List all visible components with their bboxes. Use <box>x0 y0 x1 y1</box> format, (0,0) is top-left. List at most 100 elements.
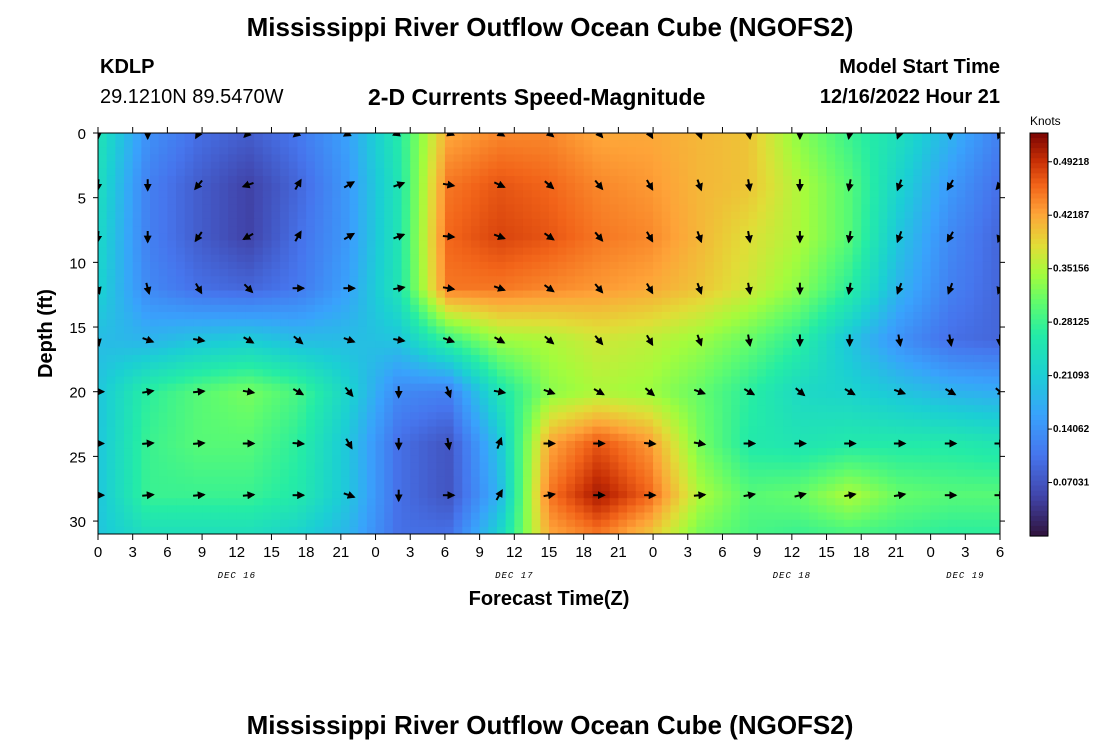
heatmap-cell <box>332 168 342 177</box>
heatmap-cell <box>271 197 281 206</box>
heatmap-cell <box>601 376 611 385</box>
heatmap-cell <box>791 197 802 206</box>
heatmap-cell <box>228 347 238 356</box>
heatmap-cell <box>202 297 212 306</box>
heatmap-cell <box>930 369 940 378</box>
heatmap-cell <box>939 362 949 370</box>
heatmap-cell <box>783 168 793 177</box>
heatmap-cell <box>835 204 845 213</box>
heatmap-cell <box>592 254 602 263</box>
heatmap-cell <box>271 218 281 227</box>
heatmap-cell <box>314 240 325 249</box>
heatmap-cell <box>956 462 966 471</box>
heatmap-cell <box>202 175 212 184</box>
heatmap-cell <box>705 297 715 306</box>
heatmap-cell <box>332 269 342 277</box>
heatmap-cell <box>184 469 194 478</box>
heatmap-cell <box>843 455 854 463</box>
heatmap-cell <box>349 147 359 156</box>
heatmap-cell <box>306 376 316 385</box>
heatmap-cell <box>210 440 221 449</box>
heatmap-cell <box>722 419 732 428</box>
heatmap-cell <box>939 426 949 435</box>
heatmap-cell <box>427 433 437 442</box>
heatmap-cell <box>323 269 333 277</box>
heatmap-cell <box>366 211 377 220</box>
heatmap-cell <box>635 376 645 385</box>
heatmap-cell <box>332 462 342 471</box>
heatmap-cell <box>861 154 871 163</box>
heatmap-cell <box>444 218 455 227</box>
heatmap-cell <box>765 326 776 335</box>
heatmap-cell <box>826 218 836 227</box>
heatmap-cell <box>366 440 377 449</box>
heatmap-cell <box>158 433 168 442</box>
heatmap-cell <box>549 240 559 249</box>
heatmap-cell <box>314 154 325 163</box>
heatmap-cell <box>245 354 255 363</box>
heatmap-cell <box>843 433 854 442</box>
heatmap-cell <box>887 469 897 478</box>
heatmap-cell <box>176 269 186 277</box>
heatmap-cell <box>115 312 125 320</box>
heatmap-cell <box>132 397 142 406</box>
heatmap-cell <box>653 347 663 356</box>
heatmap-cell <box>904 390 914 399</box>
heatmap-cell <box>843 140 854 148</box>
heatmap-cell <box>991 304 1000 313</box>
heatmap-cell <box>514 190 524 199</box>
heatmap-cell <box>540 397 550 406</box>
heatmap-cell <box>392 383 403 392</box>
heatmap-cell <box>583 347 593 356</box>
heatmap-cell <box>713 297 724 306</box>
heatmap-cell <box>757 154 767 163</box>
heatmap-cell <box>601 448 611 456</box>
heatmap-cell <box>826 190 836 199</box>
heatmap-cell <box>878 376 888 385</box>
heatmap-cell <box>583 133 593 141</box>
heatmap-cell <box>505 390 515 399</box>
heatmap-cell <box>427 269 437 277</box>
heatmap-cell <box>462 397 472 406</box>
heatmap-cell <box>531 412 541 421</box>
heatmap-cell <box>592 312 602 320</box>
heatmap-cell <box>644 369 654 378</box>
heatmap-cell <box>202 240 212 249</box>
heatmap-cell <box>245 168 255 177</box>
heatmap-cell <box>540 419 550 428</box>
heatmap-cell <box>947 462 958 471</box>
heatmap-cell <box>158 304 168 313</box>
heatmap-cell <box>739 462 750 471</box>
heatmap-cell <box>765 362 776 370</box>
heatmap-cell <box>349 469 359 478</box>
heatmap-cell <box>462 390 472 399</box>
heatmap-cell <box>531 376 541 385</box>
heatmap-cell <box>757 183 767 191</box>
heatmap-cell <box>835 240 845 249</box>
heatmap-cell <box>479 147 489 156</box>
heatmap-cell <box>965 405 975 413</box>
heatmap-cell <box>167 354 177 363</box>
heatmap-cell <box>739 226 750 234</box>
heatmap-cell <box>401 269 411 277</box>
heatmap-cell <box>531 304 541 313</box>
heatmap-cell <box>601 183 611 191</box>
heatmap-cell <box>627 276 637 284</box>
heatmap-cell <box>522 269 533 277</box>
heatmap-cell <box>176 254 186 263</box>
heatmap-cell <box>939 405 949 413</box>
heatmap-cell <box>314 168 325 177</box>
heatmap-cell <box>444 397 455 406</box>
heatmap-cell <box>193 154 203 163</box>
heatmap-cell <box>427 455 437 463</box>
heatmap-cell <box>887 362 897 370</box>
heatmap-cell <box>774 390 784 399</box>
heatmap-cell <box>98 340 108 349</box>
heatmap-cell <box>930 247 940 256</box>
heatmap-cell <box>306 426 316 435</box>
heatmap-cell <box>496 168 507 177</box>
heatmap-cell <box>575 412 585 421</box>
heatmap-cell <box>644 304 654 313</box>
heatmap-cell <box>141 233 151 242</box>
heatmap-cell <box>575 462 585 471</box>
